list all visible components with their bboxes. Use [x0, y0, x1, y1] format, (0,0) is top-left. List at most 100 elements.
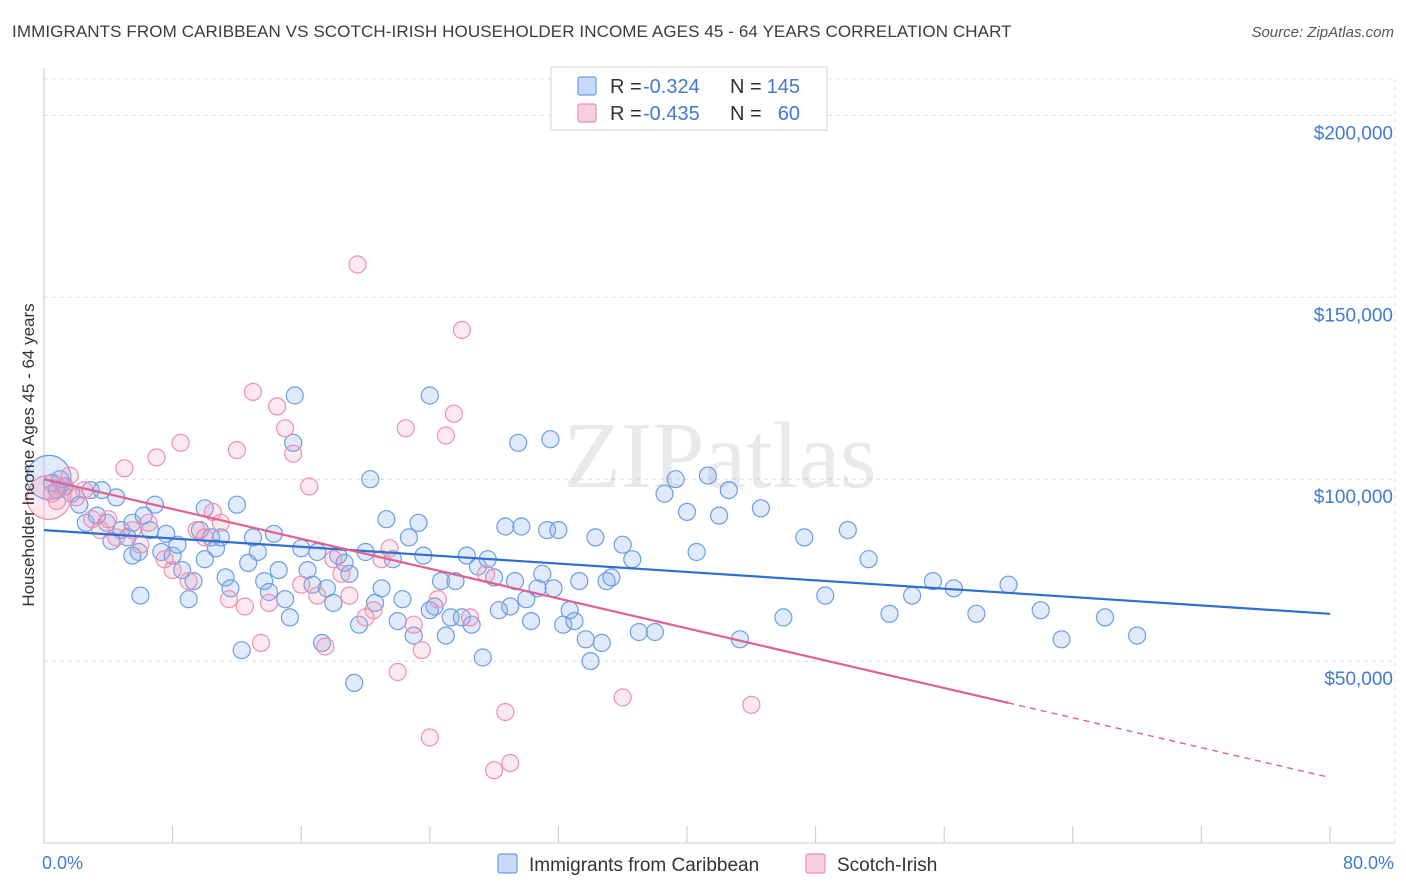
- scotch-irish-point-25: [235, 597, 254, 616]
- caribbean-point-56: [345, 673, 364, 693]
- caribbean-point-112: [687, 542, 706, 562]
- legend-swatch-caribbean: [577, 76, 597, 96]
- caribbean-point-128: [999, 575, 1018, 594]
- scotch-irish-trend-extension: [1008, 702, 1331, 779]
- scotch-irish-point-46: [404, 615, 423, 634]
- caribbean-point-135: [541, 430, 560, 449]
- scotch-irish-point-20: [195, 528, 214, 547]
- caribbean-point-117: [751, 499, 771, 518]
- caribbean-point-109: [655, 484, 674, 503]
- scotch-irish-point-9: [107, 528, 126, 547]
- scotch-irish-point-29: [268, 397, 287, 416]
- caribbean-point-28: [195, 550, 214, 569]
- caribbean-point-30: [206, 539, 226, 558]
- scotch-irish-point-30: [276, 419, 295, 438]
- caribbean-point-98: [570, 571, 589, 591]
- legend-n-label-0: N =: [730, 76, 762, 98]
- scotch-irish-point-24: [227, 441, 246, 460]
- caribbean-point-37: [243, 528, 263, 547]
- scotch-irish-point-26: [243, 382, 263, 401]
- caribbean-point-120: [816, 586, 835, 605]
- caribbean-point-113: [698, 466, 718, 485]
- scotch-irish-point-28: [259, 593, 279, 613]
- caribbean-point-136: [420, 386, 439, 405]
- scotch-irish-point-8: [99, 510, 118, 529]
- scotch-irish-point-50: [436, 426, 455, 445]
- caribbean-trend-line: [43, 529, 1331, 615]
- legend-n-value-1: 60: [778, 103, 800, 125]
- y-tick-label-1: $100,000: [1314, 487, 1393, 508]
- caribbean-point-118: [774, 608, 793, 627]
- caribbean-point-72: [432, 571, 451, 591]
- legend-r-label-1: R =: [610, 103, 642, 125]
- scotch-irish-point-22: [211, 513, 230, 532]
- y-tick-label-0: $50,000: [1324, 669, 1393, 690]
- caribbean-point-75: [446, 571, 465, 591]
- scotch-irish-point-58: [613, 688, 632, 707]
- caribbean-point-73: [436, 626, 455, 645]
- y-tick-label-3: $200,000: [1314, 123, 1393, 144]
- legend-r-label-0: R =: [610, 76, 642, 98]
- caribbean-point-77: [457, 546, 476, 565]
- caribbean-point-130: [1052, 630, 1071, 649]
- series-legend-swatch-caribbean: [497, 853, 518, 874]
- caribbean-point-44: [280, 608, 299, 627]
- series-legend-label-scotch-irish: Scotch-Irish: [837, 855, 937, 876]
- scotch-irish-trend-line: [43, 478, 1009, 705]
- caribbean-point-86: [505, 571, 525, 591]
- caribbean-point-122: [859, 550, 878, 569]
- caribbean-point-111: [677, 502, 697, 521]
- caribbean-point-93: [544, 579, 563, 598]
- caribbean-point-39: [255, 571, 274, 591]
- scotch-irish-point-37: [332, 564, 351, 583]
- caribbean-point-64: [388, 611, 407, 631]
- caribbean-point-87: [512, 517, 531, 536]
- scotch-irish-point-45: [396, 419, 415, 438]
- caribbean-point-62: [377, 510, 396, 529]
- caribbean-point-108: [645, 622, 665, 642]
- caribbean-point-127: [967, 604, 986, 623]
- scotch-irish-point-59: [742, 695, 761, 714]
- caribbean-point-104: [602, 568, 621, 587]
- series-legend-swatch-scotch-irish: [805, 853, 826, 874]
- caribbean-point-124: [902, 586, 922, 605]
- scotch-irish-point-34: [308, 586, 327, 605]
- scotch-irish-point-12: [131, 535, 150, 554]
- scotch-irish-point-18: [179, 571, 198, 591]
- scotch-irish-point-51: [444, 404, 463, 423]
- caribbean-point-107: [629, 622, 648, 642]
- stats-legend: R = -0.324 N = 145 R = -0.435 N = 60: [550, 66, 828, 131]
- legend-n-label-1: N =: [730, 103, 762, 125]
- caribbean-point-110: [666, 470, 685, 489]
- scotch-irish-point-49: [428, 590, 447, 609]
- scotch-irish-cluster-point: [26, 474, 72, 520]
- scotch-irish-point-10: [115, 459, 134, 478]
- caribbean-point-114: [709, 506, 729, 525]
- caribbean-point-26: [184, 571, 203, 591]
- caribbean-point-94: [549, 520, 568, 540]
- caribbean-point-68: [409, 513, 428, 532]
- caribbean-point-34: [227, 495, 246, 514]
- caribbean-point-45: [285, 386, 304, 405]
- legend-r-value-0: -0.324: [643, 76, 700, 98]
- caribbean-point-132: [1127, 626, 1147, 645]
- caribbean-point-83: [489, 601, 508, 620]
- caribbean-point-139: [131, 586, 150, 605]
- legend-swatch-scotch-irish: [577, 103, 597, 123]
- caribbean-point-119: [795, 528, 814, 547]
- caribbean-point-99: [576, 630, 595, 649]
- caribbean-point-49: [308, 542, 327, 562]
- caribbean-point-40: [259, 582, 279, 602]
- scotch-irish-point-27: [251, 633, 271, 653]
- caribbean-point-106: [623, 550, 642, 569]
- caribbean-point-15: [123, 513, 142, 532]
- legend-r-value-1: -0.435: [643, 103, 700, 125]
- scotch-irish-point-39: [348, 255, 367, 274]
- legend-n-value-0: 145: [767, 76, 800, 98]
- caribbean-point-123: [880, 604, 899, 623]
- caribbean-point-91: [533, 564, 552, 583]
- x-tick-labels: 0.0% 80.0%: [42, 853, 1394, 873]
- caribbean-point-85: [501, 597, 520, 616]
- caribbean-point-100: [581, 651, 600, 671]
- source-credit: Source: ZipAtlas.com: [1251, 24, 1394, 41]
